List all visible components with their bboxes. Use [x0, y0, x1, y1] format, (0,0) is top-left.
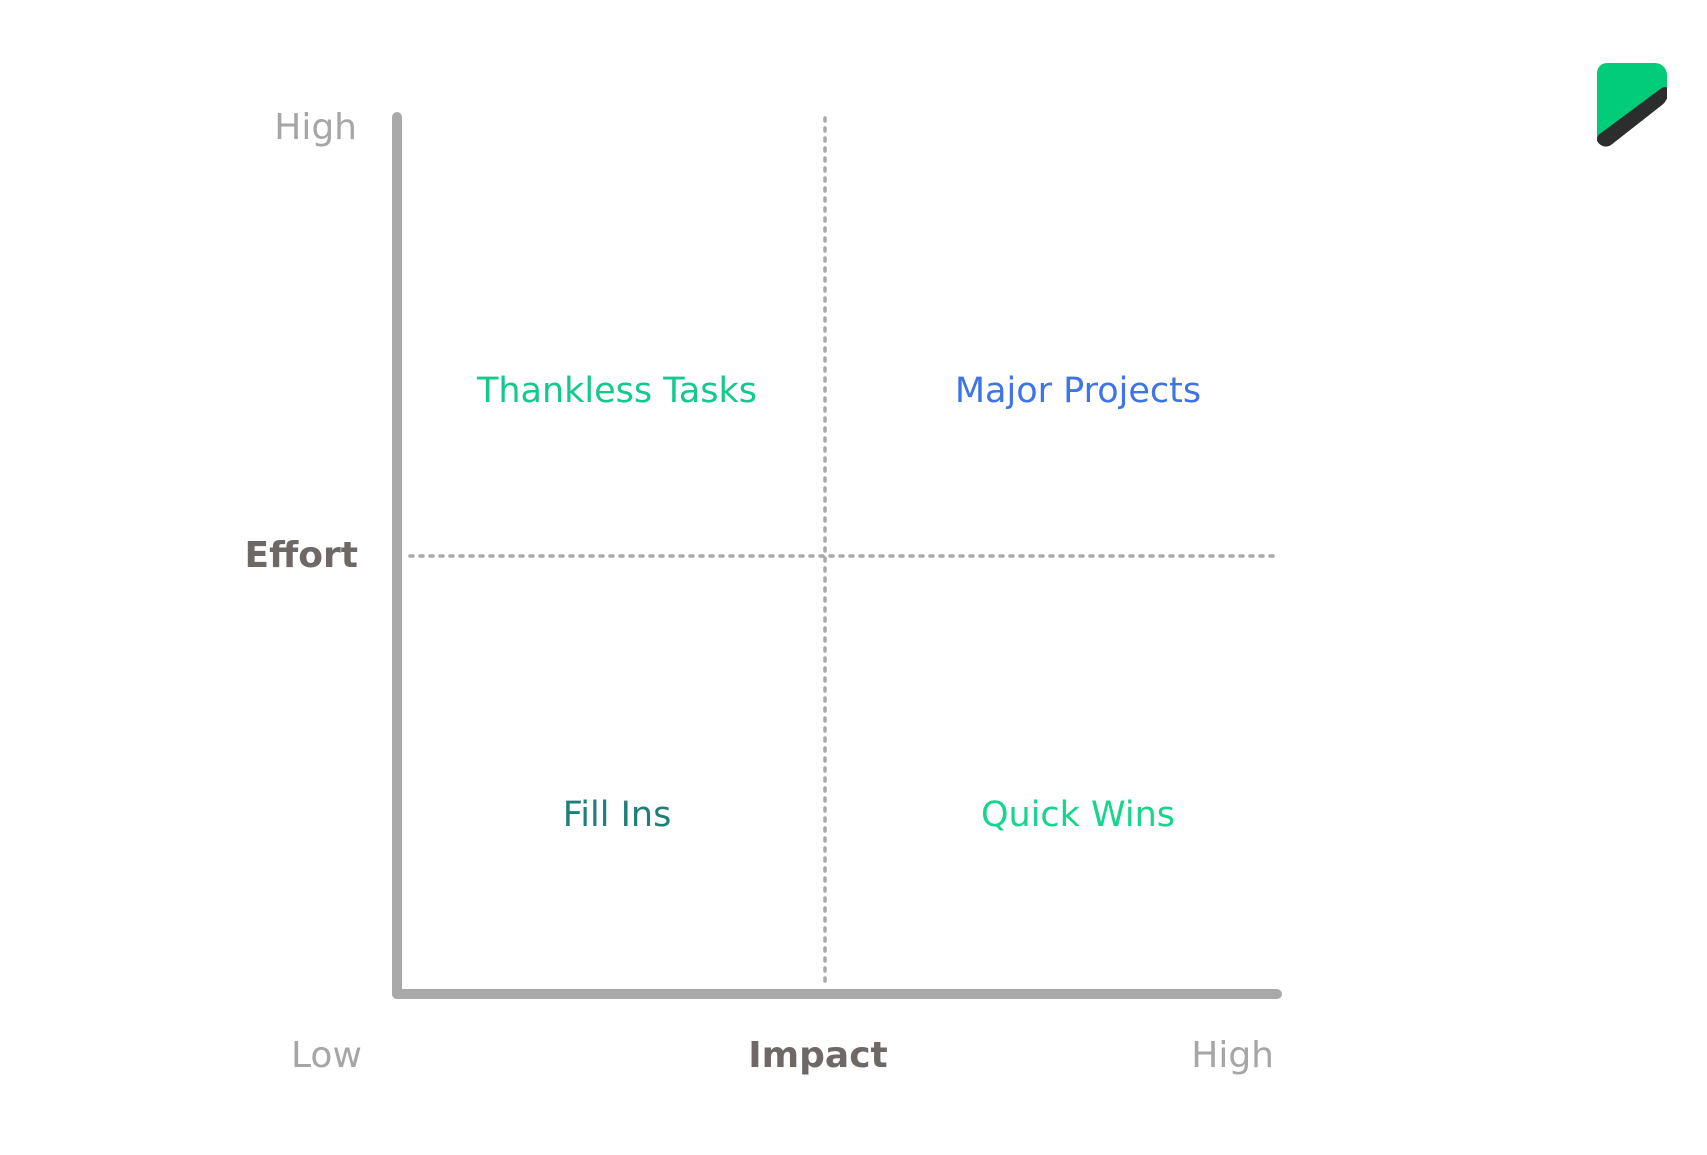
brand-logo-icon	[1597, 63, 1671, 149]
quadrant-label-bottom-left: Fill Ins	[562, 795, 672, 835]
logo-dark-stroke	[1597, 87, 1671, 145]
x-axis-low-label: Low	[291, 1035, 362, 1076]
quadrant-label-bottom-right: Quick Wins	[980, 795, 1176, 835]
logo-green-shape	[1597, 63, 1667, 141]
y-axis-title: Effort	[244, 535, 358, 576]
quadrant-label-top-left: Thankless Tasks	[476, 371, 758, 411]
x-axis-high-label: High	[1191, 1035, 1274, 1076]
x-axis-title: Impact	[748, 1035, 888, 1076]
y-axis-high-label: High	[274, 107, 357, 148]
quadrant-label-top-right: Major Projects	[954, 371, 1202, 411]
